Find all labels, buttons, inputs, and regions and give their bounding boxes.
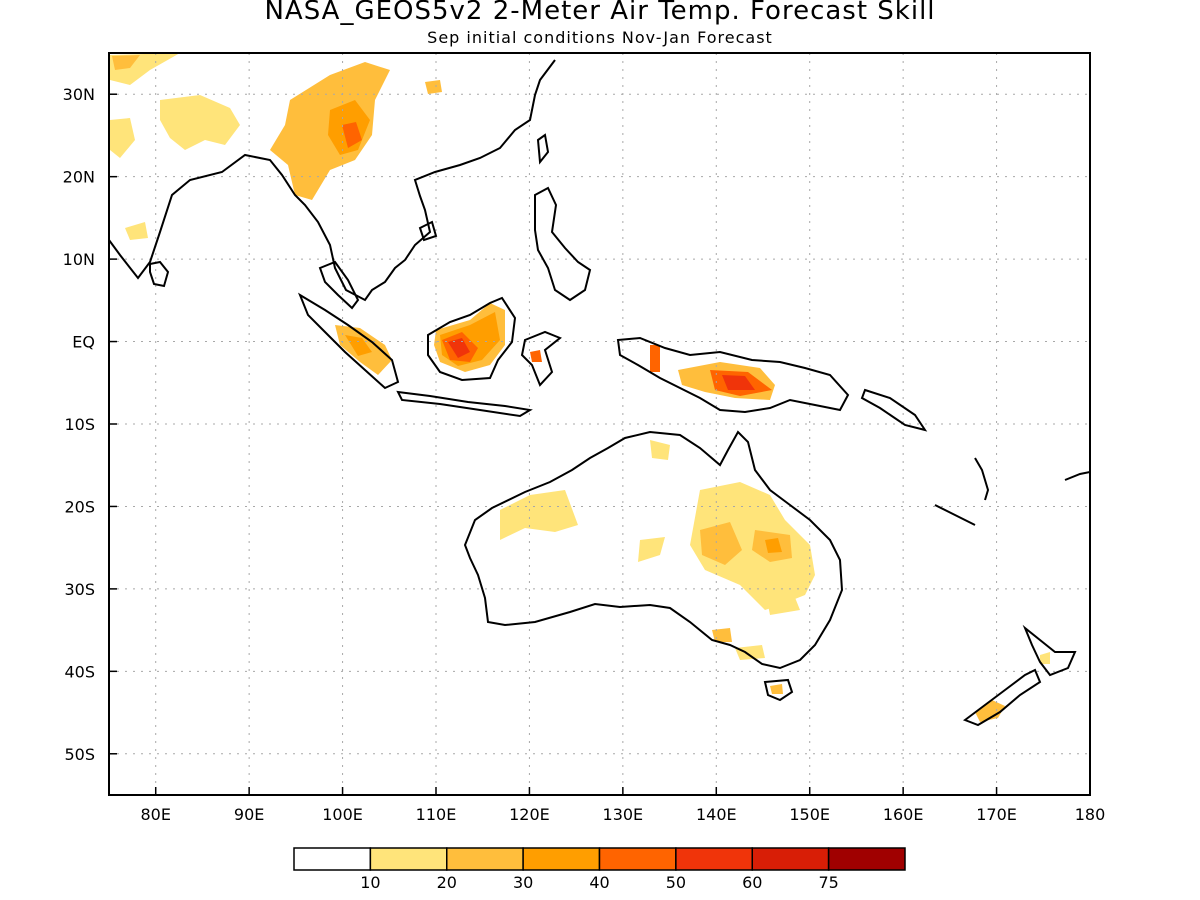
lon-tick-label: 140E <box>696 805 737 824</box>
skill-region-india-west <box>110 118 135 158</box>
lat-tick-label: 30S <box>64 580 95 599</box>
skill-region-east-aus-peak <box>765 538 782 553</box>
lat-tick-label: 50S <box>64 745 95 764</box>
skill-region-india <box>160 95 240 150</box>
map-title: NASA_GEOS5v2 2-Meter Air Temp. Forecast … <box>264 0 936 26</box>
coastline-philippines <box>534 186 592 302</box>
skill-region-sulawesi <box>530 350 542 362</box>
skill-region-india-south <box>125 222 148 240</box>
lon-tick-label: 80E <box>140 805 170 824</box>
coastline-hainan <box>418 220 438 242</box>
colorbar-label: 20 <box>437 873 457 892</box>
skill-region-tibet <box>425 80 442 94</box>
graticule <box>109 53 1090 795</box>
lon-tick-label: 180 <box>1075 805 1106 824</box>
coastline-fiji <box>1064 471 1090 481</box>
coastline-sulawesi <box>520 330 562 387</box>
skill-region-east-aus-south <box>765 585 800 615</box>
lat-tick-label: EQ <box>72 333 95 352</box>
lat-tick-label: 10N <box>63 250 95 269</box>
colorbar-label: 75 <box>818 873 838 892</box>
coastline-borneo <box>427 296 517 382</box>
coastline-malaya <box>318 260 360 310</box>
colorbar-swatch <box>751 847 830 871</box>
coastline-java <box>396 390 533 418</box>
coastlines <box>109 59 1090 727</box>
skill-region-new-guinea-west <box>650 345 660 372</box>
lon-tick-label: 130E <box>603 805 644 824</box>
skill-region-nw-core <box>112 55 140 70</box>
coastline-australia <box>463 430 844 670</box>
lat-tick-label: 20N <box>63 168 95 187</box>
colorbar-label: 60 <box>742 873 762 892</box>
coastline-new-zealand-south <box>962 668 1042 727</box>
skill-region-borneo-max <box>448 338 470 358</box>
skill-region-sumatra-core <box>345 335 372 356</box>
lon-tick-label: 120E <box>509 805 550 824</box>
coastline-solomons <box>860 388 928 432</box>
skill-region-tasmania <box>770 684 783 694</box>
colorbar-swatch <box>675 847 753 871</box>
colorbar-swatch <box>446 847 524 871</box>
colorbar-swatch <box>827 847 906 871</box>
skill-region-yunnan-peak <box>342 122 362 148</box>
lat-tick-label: 10S <box>64 415 95 434</box>
lon-tick-label: 90E <box>234 805 264 824</box>
skill-region-sw-aus-coast <box>712 628 732 642</box>
skill-region-east-aus <box>690 482 815 610</box>
lon-tick-label: 160E <box>883 805 924 824</box>
lon-tick-label: 150E <box>789 805 830 824</box>
map-subtitle: Sep initial conditions Nov-Jan Forecast <box>427 28 773 47</box>
skill-region-new-guinea-peak <box>722 375 755 390</box>
coastline-sumatra <box>297 292 400 390</box>
coastline-sri-lanka <box>149 260 170 288</box>
skill-shading <box>110 53 1050 722</box>
lat-tick-label: 30N <box>63 85 95 104</box>
skill-region-se-aus <box>735 645 765 660</box>
skill-region-central-aus <box>638 537 665 562</box>
colorbar-label: 10 <box>360 873 380 892</box>
lon-tick-label: 100E <box>322 805 363 824</box>
coastline-taiwan <box>536 133 550 165</box>
colorbar-label: 50 <box>666 873 686 892</box>
colorbar-swatch <box>293 847 372 871</box>
skill-region-nz-north <box>1040 652 1050 664</box>
skill-region-nz <box>975 700 1005 722</box>
lat-tick-label: 20S <box>64 497 95 516</box>
lon-tick-label: 110E <box>416 805 457 824</box>
lon-tick-label: 170E <box>976 805 1017 824</box>
coastline-vanuatu <box>974 457 990 501</box>
colorbar-label: 30 <box>513 873 533 892</box>
coastline-tasmania <box>763 678 794 702</box>
coastline-new-guinea <box>616 336 850 414</box>
skill-region-north-aus <box>650 440 670 460</box>
colorbar-swatch <box>369 847 448 871</box>
coastline-asia <box>109 59 556 302</box>
skill-region-west-aus <box>500 490 578 540</box>
lat-tick-label: 40S <box>64 662 95 681</box>
colorbar-swatch <box>598 847 677 871</box>
colorbar-label: 40 <box>589 873 609 892</box>
coastline-new-zealand-north <box>1022 624 1077 677</box>
skill-region-east-aus-core <box>700 522 742 565</box>
colorbar-swatch <box>522 847 601 871</box>
coastline-new-caledonia <box>934 504 976 526</box>
